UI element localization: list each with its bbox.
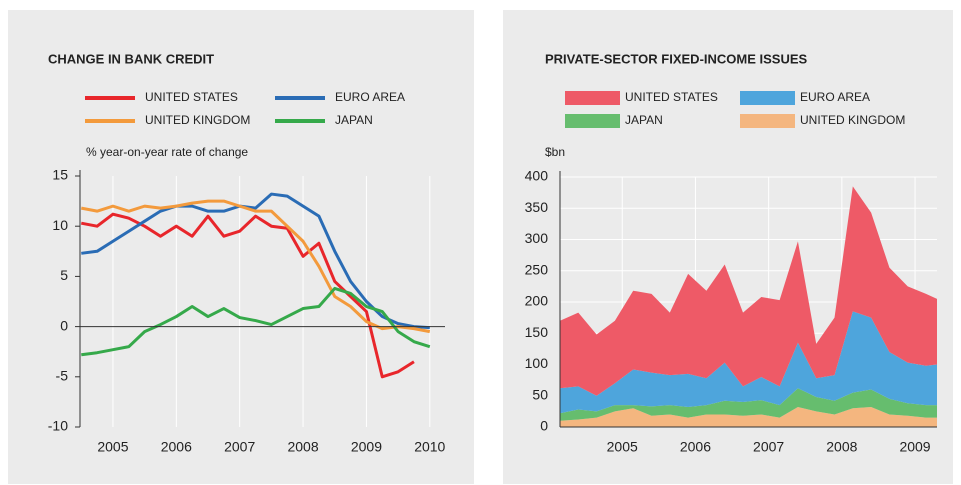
series-line bbox=[80, 199, 431, 334]
legend-label: EURO AREA bbox=[335, 90, 405, 104]
y-tick-label: 400 bbox=[525, 168, 549, 184]
legend-swatch bbox=[565, 114, 620, 128]
y-axis-label: $bn bbox=[545, 145, 565, 159]
x-tick-label: 2008 bbox=[287, 439, 318, 455]
legend-label: UNITED KINGDOM bbox=[800, 113, 905, 127]
x-tick-label: 2005 bbox=[97, 439, 128, 455]
chart-title: PRIVATE-SECTOR FIXED-INCOME ISSUES bbox=[545, 51, 808, 66]
legend-swatch bbox=[565, 91, 620, 105]
area bbox=[560, 388, 937, 421]
legend-label: JAPAN bbox=[625, 113, 663, 127]
y-axis-label: % year-on-year rate of change bbox=[86, 145, 248, 159]
series-line bbox=[81, 192, 430, 330]
legend-label: JAPAN bbox=[335, 113, 373, 127]
legend-swatch bbox=[740, 114, 795, 128]
chart-title: CHANGE IN BANK CREDIT bbox=[48, 51, 214, 66]
y-tick-label: -5 bbox=[56, 368, 69, 384]
y-tick-label: 50 bbox=[532, 386, 548, 402]
x-tick-label: 2006 bbox=[680, 439, 711, 455]
y-tick-label: 15 bbox=[52, 167, 68, 183]
x-tick-label: 2008 bbox=[826, 439, 857, 455]
y-tick-label: 350 bbox=[525, 199, 549, 215]
area bbox=[560, 311, 937, 414]
x-tick-label: 2006 bbox=[161, 439, 192, 455]
series-line bbox=[80, 212, 415, 379]
y-tick-label: 150 bbox=[525, 324, 549, 340]
legend-label: UNITED STATES bbox=[625, 90, 718, 104]
legend-label: EURO AREA bbox=[800, 90, 870, 104]
x-tick-label: 2009 bbox=[351, 439, 382, 455]
x-tick-label: 2009 bbox=[899, 439, 930, 455]
y-tick-label: 300 bbox=[525, 230, 549, 246]
legend-label: UNITED KINGDOM bbox=[145, 113, 250, 127]
area bbox=[560, 186, 937, 396]
y-tick-label: -10 bbox=[48, 418, 68, 434]
legend-swatch bbox=[740, 91, 795, 105]
y-tick-label: 0 bbox=[540, 418, 548, 434]
y-tick-label: 100 bbox=[525, 355, 549, 371]
y-tick-label: 200 bbox=[525, 293, 549, 309]
area bbox=[560, 407, 937, 427]
y-tick-label: 5 bbox=[60, 267, 68, 283]
legend-label: UNITED STATES bbox=[145, 90, 238, 104]
x-tick-label: 2005 bbox=[607, 439, 638, 455]
panel bbox=[8, 10, 474, 484]
series-line bbox=[81, 286, 431, 357]
y-tick-label: 250 bbox=[525, 261, 549, 277]
y-tick-label: 0 bbox=[60, 317, 68, 333]
y-tick-label: 10 bbox=[52, 217, 68, 233]
x-tick-label: 2007 bbox=[224, 439, 255, 455]
x-tick-label: 2010 bbox=[414, 439, 445, 455]
x-tick-label: 2007 bbox=[753, 439, 784, 455]
